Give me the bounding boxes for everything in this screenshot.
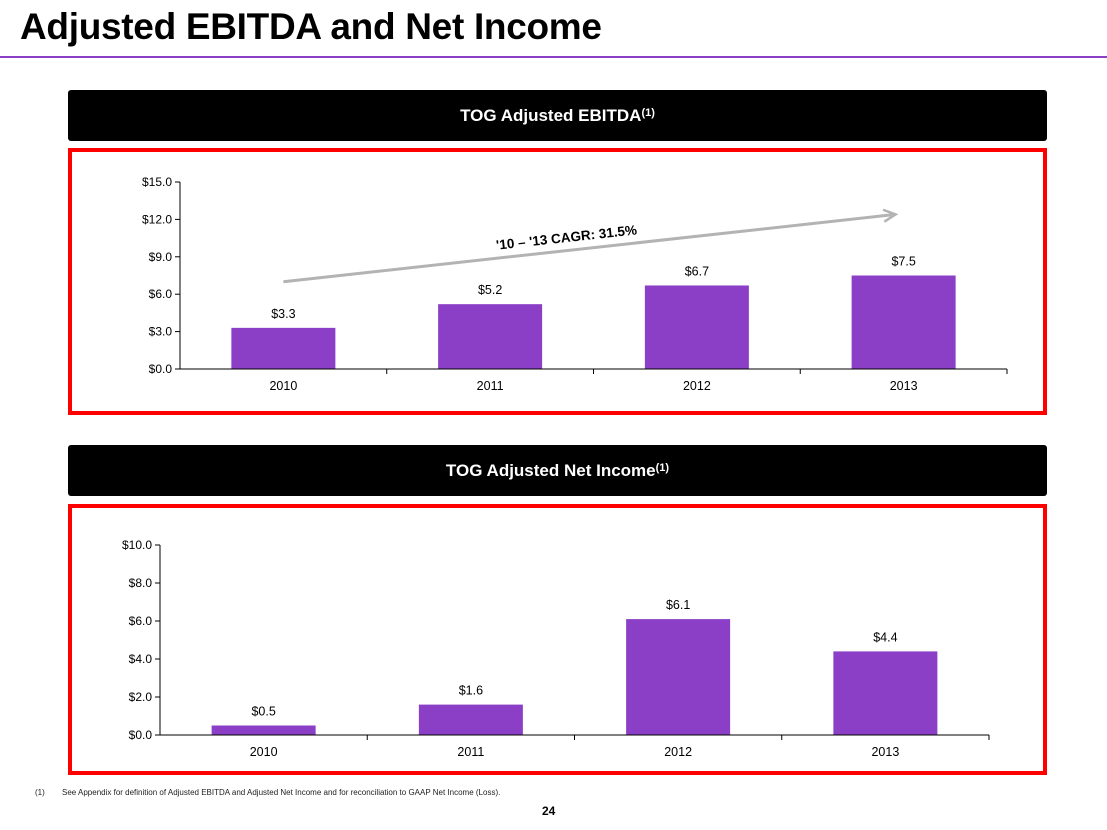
ebitda-bar-2011 bbox=[438, 304, 543, 369]
ebitda-data-label: $5.2 bbox=[478, 283, 502, 297]
net-income-chart-header: TOG Adjusted Net Income (1) bbox=[68, 445, 1047, 496]
net-income-bar-2010 bbox=[211, 725, 316, 735]
net-income-x-tick-label: 2011 bbox=[457, 745, 484, 759]
net-income-y-tick-label: $10.0 bbox=[122, 538, 152, 552]
ebitda-title-footnote-marker: (1) bbox=[641, 106, 655, 119]
net-income-data-label: $4.4 bbox=[873, 630, 897, 644]
ebitda-y-tick-label: $0.0 bbox=[149, 362, 173, 376]
ebitda-bar-2013 bbox=[851, 275, 956, 369]
net-income-x-tick-label: 2012 bbox=[664, 745, 692, 759]
ebitda-x-tick-label: 2011 bbox=[477, 379, 504, 393]
ebitda-chart-frame bbox=[68, 148, 1047, 415]
net-income-data-label: $6.1 bbox=[666, 598, 690, 612]
ebitda-y-tick-label: $9.0 bbox=[149, 250, 173, 264]
ebitda-cagr-arrow-head bbox=[882, 208, 899, 223]
net-income-y-tick-label: $4.0 bbox=[129, 652, 153, 666]
net-income-data-label: $0.5 bbox=[251, 705, 275, 719]
net-income-y-tick-label: $6.0 bbox=[129, 614, 153, 628]
net-income-bar-2013 bbox=[833, 651, 938, 735]
net-income-bar-2011 bbox=[418, 704, 523, 735]
net-income-title-footnote-marker: (1) bbox=[655, 461, 670, 474]
footnote-marker: (1) bbox=[35, 788, 45, 797]
ebitda-x-tick-label: 2013 bbox=[890, 379, 918, 393]
ebitda-y-tick-label: $15.0 bbox=[142, 175, 172, 189]
page-number: 24 bbox=[542, 804, 556, 818]
net-income-x-tick-label: 2013 bbox=[871, 745, 899, 759]
page-title: Adjusted EBITDA and Net Income bbox=[20, 6, 602, 47]
ebitda-data-label: $7.5 bbox=[891, 255, 915, 269]
net-income-chart-frame bbox=[68, 504, 1047, 775]
net-income-x-tick-label: 2010 bbox=[250, 745, 278, 759]
title-divider bbox=[0, 56, 1107, 58]
ebitda-x-tick-label: 2012 bbox=[683, 379, 711, 393]
net-income-y-tick-label: $8.0 bbox=[129, 576, 153, 590]
net-income-data-label: $1.6 bbox=[459, 684, 483, 698]
ebitda-y-tick-label: $3.0 bbox=[149, 325, 173, 339]
ebitda-data-label: $3.3 bbox=[271, 307, 295, 321]
ebitda-data-label: $6.7 bbox=[685, 264, 709, 278]
ebitda-cagr-arrow-line bbox=[283, 212, 896, 284]
ebitda-y-tick-label: $6.0 bbox=[149, 287, 173, 301]
footnote-text: See Appendix for definition of Adjusted … bbox=[62, 788, 501, 797]
ebitda-chart-title: TOG Adjusted EBITDA bbox=[460, 105, 642, 125]
ebitda-y-tick-label: $12.0 bbox=[142, 212, 172, 226]
ebitda-bar-2012 bbox=[644, 285, 749, 369]
net-income-y-tick-label: $2.0 bbox=[129, 690, 153, 704]
footnote: (1) See Appendix for definition of Adjust… bbox=[35, 788, 500, 797]
net-income-chart-title: TOG Adjusted Net Income bbox=[445, 460, 656, 480]
ebitda-x-tick-label: 2010 bbox=[269, 379, 297, 393]
net-income-y-tick-label: $0.0 bbox=[129, 728, 153, 742]
net-income-bar-2012 bbox=[626, 619, 731, 735]
ebitda-bar-2010 bbox=[231, 327, 336, 369]
ebitda-chart-header: TOG Adjusted EBITDA (1) bbox=[68, 90, 1047, 141]
